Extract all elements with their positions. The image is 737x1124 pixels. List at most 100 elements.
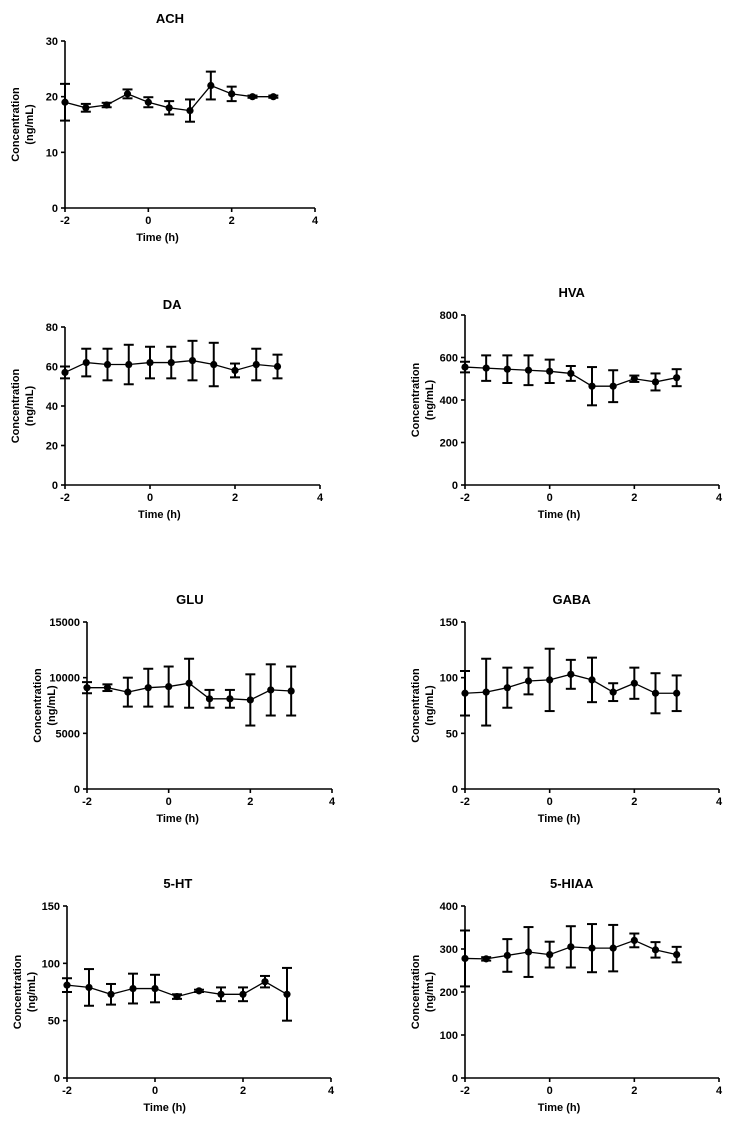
data-point: [103, 684, 112, 692]
y-tick-label: 100: [440, 1030, 458, 1042]
y-tick-label: 20: [46, 441, 58, 453]
data-point: [630, 679, 638, 687]
y-axis-label-line2: (ng/mL): [26, 972, 38, 1013]
y-tick-label: 0: [452, 784, 458, 796]
x-axis-label: Time (h): [538, 813, 581, 825]
data-point: [165, 104, 173, 112]
x-tick-label: 4: [716, 1085, 723, 1097]
y-tick-label: 0: [52, 480, 58, 492]
data-point: [185, 679, 193, 687]
data-point: [195, 987, 203, 995]
data-point: [461, 363, 469, 371]
data-point: [546, 367, 554, 375]
data-point: [186, 106, 194, 115]
data-point: [82, 104, 90, 112]
data-point: [567, 369, 575, 378]
y-tick-label: 50: [446, 728, 458, 740]
x-tick-label: 4: [716, 492, 723, 504]
data-point: [129, 984, 137, 993]
y-tick-label: 400: [440, 901, 458, 913]
y-tick-label: 10: [46, 147, 58, 159]
chart-title: GABA: [553, 592, 592, 607]
data-point: [261, 978, 269, 986]
data-point: [151, 984, 159, 993]
y-tick-label: 20: [46, 92, 58, 104]
y-tick-label: 150: [440, 617, 458, 629]
x-tick-label: 0: [166, 796, 172, 808]
x-tick-label: 0: [547, 1085, 553, 1097]
x-tick-label: -2: [460, 1085, 470, 1097]
x-tick-label: 0: [147, 492, 153, 504]
x-tick-label: 2: [631, 492, 637, 504]
data-point: [239, 990, 247, 998]
x-tick-label: 4: [329, 796, 336, 808]
data-point: [503, 684, 511, 692]
data-point: [503, 951, 511, 960]
data-point: [125, 360, 133, 369]
data-point: [503, 365, 511, 373]
y-axis-label-line1: Concentration: [410, 954, 422, 1029]
data-point: [165, 682, 173, 691]
data-point: [226, 695, 234, 703]
data-point: [123, 90, 132, 98]
y-axis-label-line2: (ng/mL): [424, 380, 436, 421]
data-point: [609, 944, 617, 952]
y-axis-label-line2: (ng/mL): [424, 685, 436, 726]
y-axis-label: Concentration (ng/mL): [12, 954, 38, 1029]
y-axis-label: Concentration (ng/mL): [32, 668, 58, 743]
y-axis-label-line1: Concentration: [10, 368, 22, 443]
data-point: [651, 689, 660, 697]
y-axis-label-line2: (ng/mL): [46, 685, 58, 726]
y-tick-label: 0: [452, 480, 458, 492]
data-point: [146, 358, 154, 367]
data-point: [546, 676, 554, 684]
y-tick-label: 150: [42, 901, 60, 913]
data-point: [588, 676, 596, 684]
data-point: [103, 101, 111, 109]
data-point: [210, 360, 218, 369]
data-point: [85, 983, 93, 992]
y-tick-label: 0: [74, 784, 80, 796]
data-point: [461, 954, 469, 963]
data-point: [124, 688, 132, 696]
y-tick-label: 0: [54, 1073, 60, 1085]
data-point: [207, 81, 215, 90]
data-point: [82, 358, 90, 367]
data-point: [287, 687, 295, 695]
y-tick-label: 60: [46, 362, 58, 374]
data-point: [252, 360, 260, 369]
y-tick-label: 10000: [49, 673, 80, 685]
x-axis-label: Time (h): [538, 1102, 581, 1114]
chart-title: GLU: [176, 592, 203, 607]
panel-5hiaa: 5-HIAA 0 100 200 300 400 -2 0 2 4 Time (h) Concentr…: [368, 860, 737, 1124]
y-axis-label-line1: Concentration: [410, 362, 422, 437]
data-point: [248, 93, 257, 101]
y-tick-label: 100: [42, 958, 60, 970]
y-axis-label-line2: (ng/mL): [24, 104, 36, 145]
data-point: [63, 981, 71, 989]
x-tick-label: 0: [145, 215, 151, 227]
data-point: [673, 374, 681, 382]
y-tick-label: 200: [440, 987, 458, 999]
data-point: [273, 362, 282, 371]
x-tick-label: 2: [247, 796, 253, 808]
y-tick-label: 300: [440, 944, 458, 956]
y-axis-label-line1: Concentration: [410, 668, 422, 743]
data-point: [630, 375, 638, 383]
data-point: [205, 695, 214, 703]
y-axis-label: Concentration (ng/mL): [410, 668, 436, 743]
y-axis-label-line1: Concentration: [32, 668, 44, 743]
data-point: [107, 990, 115, 998]
data-point: [609, 382, 617, 390]
data-point: [546, 950, 554, 959]
x-tick-label: 2: [631, 796, 637, 808]
panel-ach: ACH 0 10 20 30 -2 0 2 4 Time (h) Concentration (ng/…: [0, 0, 368, 270]
data-point: [482, 688, 490, 696]
data-point: [609, 688, 617, 696]
y-tick-label: 30: [46, 36, 58, 48]
data-point: [283, 990, 291, 998]
panel-glu: GLU 0 5000 10000 15000 -2 0 2 4 Time (h) Concentra…: [0, 580, 368, 850]
